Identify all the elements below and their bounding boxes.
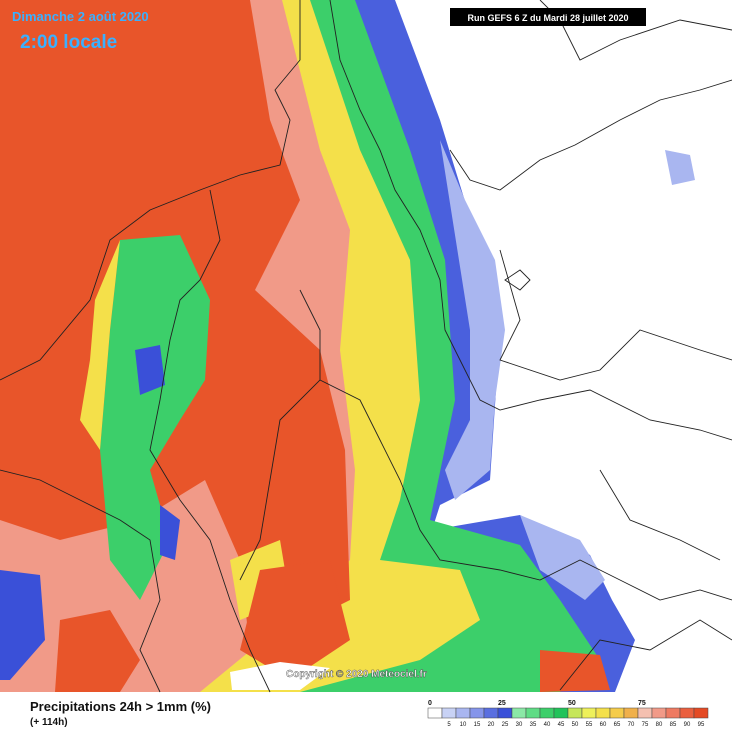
scale-major-label: 0	[428, 700, 432, 707]
scale-swatch	[427, 707, 443, 719]
scale-minor-label: 45	[558, 722, 565, 728]
lower-red-area	[55, 560, 610, 692]
scale-swatch	[497, 707, 513, 719]
scale-swatch	[665, 707, 681, 719]
scale-swatch	[679, 707, 695, 719]
scale-swatch	[567, 707, 583, 719]
scale-minor-label: 40	[544, 722, 551, 728]
scale-swatch	[511, 707, 527, 719]
borders	[0, 0, 732, 693]
scale-swatch	[441, 707, 457, 719]
scale-major-label: 25	[498, 700, 506, 707]
run-box	[450, 8, 646, 26]
date: Dimanche 2 août 2020	[12, 9, 149, 24]
copyright: Copyright © 2020 Meteociel.fr	[286, 669, 427, 680]
scale-minor-label: 85	[670, 722, 677, 728]
white-patch	[230, 662, 330, 690]
scale-minor-label: 75	[642, 722, 649, 728]
scale-minor-label: 30	[516, 722, 523, 728]
scale-swatch	[581, 707, 597, 719]
scale-minor-label: 15	[474, 722, 481, 728]
run: Run GEFS 6 Z du Mardi 28 juillet 2020	[467, 13, 628, 23]
scale-major-label: 75	[638, 700, 646, 707]
scale-swatch	[525, 707, 541, 719]
scale-swatch	[539, 707, 555, 719]
scale-minor-label: 25	[502, 722, 509, 728]
scale-swatch	[595, 707, 611, 719]
scale-swatch	[637, 707, 653, 719]
inner-blue-area	[0, 345, 180, 680]
scale-minor-label: 5	[447, 722, 451, 728]
scale-swatch	[693, 707, 709, 719]
scale-minor-label: 10	[460, 722, 467, 728]
scale-minor-label: 65	[614, 722, 621, 728]
scale-swatch	[469, 707, 485, 719]
scale-swatch	[651, 707, 667, 719]
scale-minor-label: 35	[530, 722, 537, 728]
legend-lead: (+ 114h)	[30, 717, 68, 728]
legend-title: Precipitations 24h > 1mm (%)	[30, 699, 211, 714]
map	[0, 0, 732, 693]
scale-minor-label: 80	[656, 722, 663, 728]
time: 2:00 locale	[20, 32, 117, 53]
scale-swatch	[455, 707, 471, 719]
color-scale: 5 10 15 20 25 30 35 40 45 50 55 60 65 70 75 80 85 90 95 0 25…	[427, 700, 709, 728]
light-blue-area	[440, 140, 695, 600]
scale-minor-label: 20	[488, 722, 495, 728]
scale-swatch	[483, 707, 499, 719]
inner-green-area	[100, 235, 210, 600]
scale-minor-label: 55	[586, 722, 593, 728]
scale-swatch	[609, 707, 625, 719]
scale-minor-label: 60	[600, 722, 607, 728]
scale-minor-label: 95	[698, 722, 705, 728]
scale-minor-label: 50	[572, 722, 579, 728]
scale-minor-label: 70	[628, 722, 635, 728]
scale-swatch	[623, 707, 639, 719]
scale-swatch	[553, 707, 569, 719]
scale-minor-label: 90	[684, 722, 691, 728]
scale-major-label: 50	[568, 700, 576, 707]
